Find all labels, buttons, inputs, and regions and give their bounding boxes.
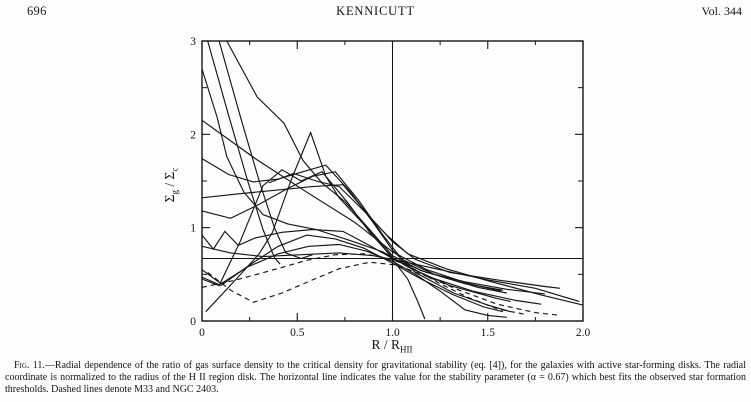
y-tick-label: 1	[190, 223, 196, 235]
y-axis-label-separator: /	[162, 179, 177, 191]
series-line-m33-dashed-	[201, 253, 526, 316]
x-tick-label: 1.0	[385, 327, 400, 339]
series-line-galaxy-09	[201, 169, 542, 305]
x-tick-label: 1.5	[481, 327, 496, 339]
series-line-galaxy-01	[207, 40, 281, 265]
x-axis-label-sub: HII	[400, 344, 413, 355]
x-axis-label-main: R / R	[371, 337, 400, 352]
series-line-galaxy-07	[205, 130, 426, 320]
series-line-ngc-2403-dashed-	[207, 261, 561, 316]
series-line-galaxy-13	[201, 171, 507, 294]
y-axis-label: Σg / Σc	[162, 149, 188, 221]
y-tick-label: 0	[190, 316, 196, 328]
series-line-galaxy-06	[201, 158, 511, 313]
y-axis-label-sigma-g: Σ	[162, 194, 177, 203]
series-line-galaxy-05	[201, 119, 502, 292]
x-axis-label: R / RHII	[332, 337, 452, 355]
series-line-galaxy-15	[268, 172, 584, 306]
y-axis-label-sigma-c: Σ	[162, 171, 177, 180]
series-line-galaxy-08	[201, 184, 561, 289]
x-tick-label: 0.5	[290, 327, 305, 339]
series-line-galaxy-10	[201, 228, 545, 295]
series-line-galaxy-14	[201, 234, 504, 313]
y-tick-label: 3	[190, 36, 196, 48]
y-axis-label-sub-g: g	[169, 190, 180, 195]
y-tick-label: 2	[190, 129, 196, 141]
figure-caption: Fig. 11.—Radial dependence of the ratio …	[5, 360, 746, 396]
x-tick-label: 2.0	[576, 327, 591, 339]
volume-label: Vol. 344	[701, 4, 742, 18]
x-tick-label: 0	[199, 327, 205, 339]
figure-11-chart: 0 0.5 1.0 1.5 2.0 0 1 2 3	[190, 36, 591, 339]
running-head: KENNICUTT	[336, 4, 415, 18]
page-number: 696	[27, 4, 47, 18]
figure-caption-label: Fig. 11.	[14, 360, 45, 371]
figure-caption-text: —Radial dependence of the ratio of gas s…	[5, 360, 747, 395]
y-axis-label-sub-c: c	[169, 167, 180, 172]
